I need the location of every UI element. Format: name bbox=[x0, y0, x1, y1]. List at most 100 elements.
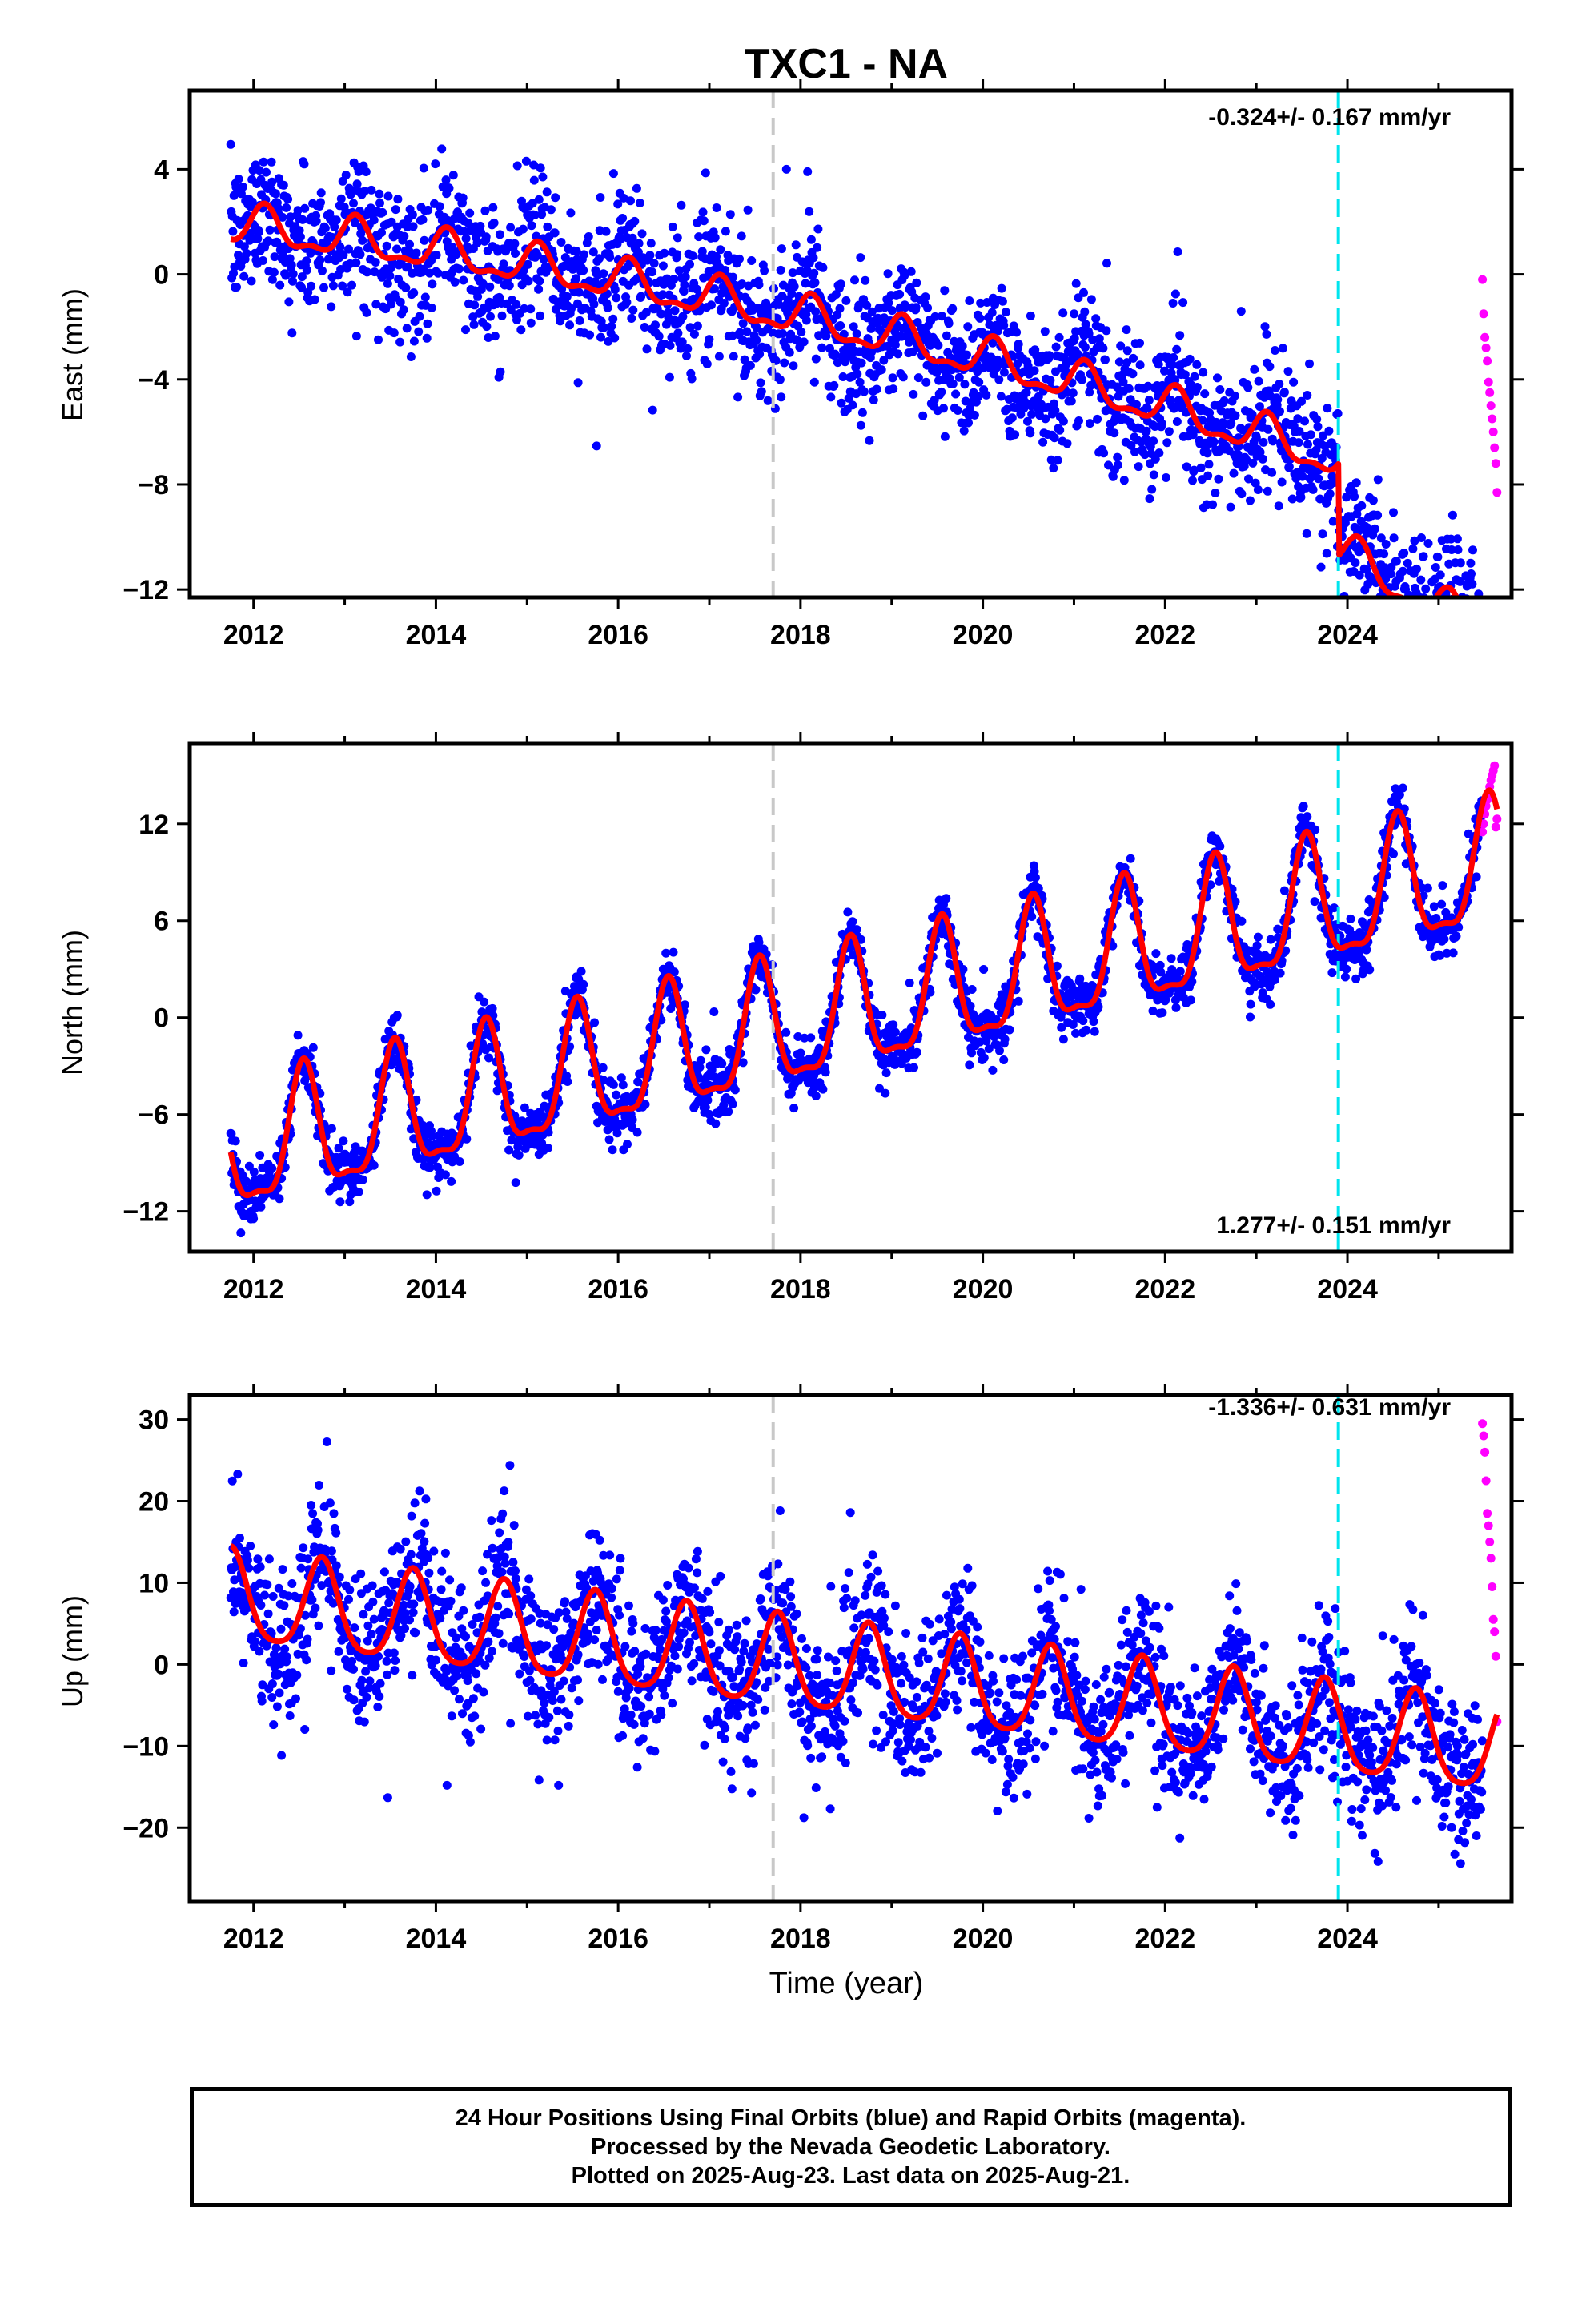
east-final-point bbox=[755, 349, 765, 359]
east-final-point bbox=[1167, 360, 1177, 370]
east-final-point bbox=[877, 365, 886, 375]
east-final-point bbox=[1268, 436, 1278, 446]
east-final-point bbox=[566, 208, 576, 218]
east-final-point bbox=[1085, 388, 1094, 397]
east-final-point bbox=[302, 256, 311, 266]
east-final-point bbox=[1154, 448, 1164, 458]
east-final-point bbox=[1476, 637, 1484, 646]
east-final-point bbox=[676, 344, 685, 353]
east-final-point bbox=[959, 426, 969, 436]
east-final-point bbox=[330, 222, 339, 231]
east-final-point bbox=[826, 392, 836, 402]
east-final-point bbox=[1476, 620, 1485, 629]
north-final-point bbox=[781, 1027, 791, 1037]
east-final-point bbox=[692, 284, 701, 294]
east-final-point bbox=[1053, 456, 1062, 465]
east-final-point bbox=[247, 197, 257, 207]
east-final-point bbox=[813, 224, 823, 234]
east-final-point bbox=[1429, 640, 1438, 649]
east-final-point bbox=[1393, 653, 1402, 661]
east-final-point bbox=[350, 218, 359, 227]
east-final-point bbox=[1368, 496, 1378, 505]
east-final-point bbox=[1464, 612, 1472, 621]
east-final-point bbox=[1200, 389, 1210, 399]
east-final-point bbox=[526, 318, 536, 328]
east-final-point bbox=[512, 300, 521, 309]
east-final-point bbox=[1435, 607, 1443, 616]
east-final-point bbox=[255, 166, 264, 175]
east-final-point bbox=[673, 328, 683, 338]
north-frame bbox=[187, 741, 1514, 1254]
east-final-point bbox=[622, 297, 632, 307]
east-final-point bbox=[913, 373, 923, 383]
east-final-point bbox=[944, 319, 954, 328]
north-final-point bbox=[1186, 995, 1195, 1005]
east-final-point bbox=[459, 275, 468, 285]
north-final-point bbox=[912, 1047, 921, 1057]
east-final-point bbox=[774, 300, 784, 309]
north-final-point bbox=[661, 948, 671, 958]
east-final-point bbox=[1390, 623, 1399, 632]
east-final-point bbox=[339, 251, 348, 260]
east-final-point bbox=[1478, 648, 1487, 657]
east-final-point bbox=[386, 300, 396, 309]
east-final-point bbox=[1041, 414, 1050, 424]
east-final-point bbox=[861, 275, 870, 285]
east-final-point bbox=[1144, 396, 1154, 405]
north-final-point bbox=[717, 1059, 727, 1068]
east-final-point bbox=[884, 298, 893, 308]
east-final-point bbox=[1175, 331, 1185, 340]
east-final-point bbox=[680, 280, 689, 290]
east-final-point bbox=[618, 214, 628, 223]
east-final-point bbox=[279, 180, 288, 190]
north-final-point bbox=[511, 1178, 520, 1188]
east-final-point bbox=[701, 168, 710, 178]
east-final-point bbox=[1477, 695, 1486, 704]
east-final-point bbox=[371, 258, 380, 267]
east-final-point bbox=[1382, 609, 1391, 618]
north-x-tick-label: 2016 bbox=[588, 1274, 648, 1305]
north-final-point bbox=[392, 1011, 402, 1020]
north-final-point bbox=[480, 997, 489, 1007]
east-final-point bbox=[287, 328, 297, 338]
north-final-point bbox=[576, 967, 586, 976]
east-final-point bbox=[1253, 485, 1263, 494]
north-final-point bbox=[1266, 999, 1275, 1009]
east-final-point bbox=[1300, 416, 1309, 426]
east-final-point bbox=[1199, 368, 1208, 377]
east-final-point bbox=[1080, 343, 1090, 352]
east-final-point bbox=[1399, 549, 1409, 557]
east-final-point bbox=[1014, 340, 1023, 349]
east-final-point bbox=[392, 244, 402, 254]
east-final-point bbox=[848, 400, 857, 410]
east-final-point bbox=[829, 380, 839, 390]
east-final-point bbox=[489, 218, 499, 227]
east-final-point bbox=[1246, 496, 1255, 505]
north-final-point bbox=[701, 1103, 710, 1112]
east-final-point bbox=[898, 372, 908, 382]
east-final-point bbox=[316, 198, 325, 207]
east-final-point bbox=[1399, 609, 1408, 617]
east-final-point bbox=[640, 323, 649, 332]
east-final-point bbox=[287, 260, 296, 270]
east-final-point bbox=[895, 289, 905, 299]
east-rate-label: -0.324+/- 0.167 mm/yr bbox=[1208, 104, 1451, 131]
east-final-point bbox=[867, 307, 877, 316]
east-final-point bbox=[668, 222, 677, 231]
north-y-tick-label: −6 bbox=[138, 1100, 169, 1131]
east-final-point bbox=[607, 322, 616, 331]
east-final-point bbox=[1449, 601, 1458, 610]
east-panel: 2012 2014 2016 2018 2020 2022 2024−12−8−404Eas… bbox=[56, 79, 1524, 704]
east-final-point bbox=[526, 304, 536, 314]
north-panel: 2012 2014 2016 2018 2020 2022 2024−12−60612Nor… bbox=[56, 732, 1524, 1305]
north-final-point bbox=[1089, 1017, 1098, 1027]
east-final-point bbox=[1040, 327, 1050, 336]
east-final-point bbox=[1388, 607, 1397, 616]
up-final-point bbox=[282, 1652, 291, 1662]
east-final-point bbox=[242, 249, 251, 258]
east-final-point bbox=[427, 303, 436, 312]
east-final-point bbox=[1403, 558, 1412, 568]
east-y-tick-label: 0 bbox=[154, 260, 169, 291]
north-final-point bbox=[711, 1119, 721, 1128]
